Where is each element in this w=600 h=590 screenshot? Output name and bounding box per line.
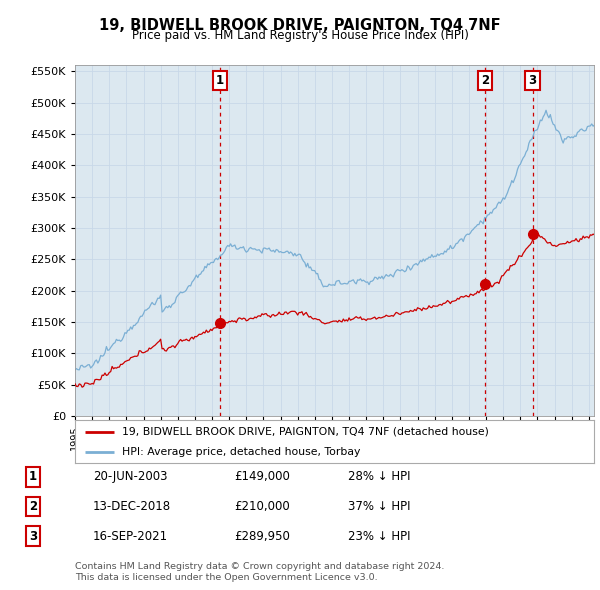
Text: 2: 2: [29, 500, 37, 513]
Text: HPI: Average price, detached house, Torbay: HPI: Average price, detached house, Torb…: [122, 447, 360, 457]
Text: 3: 3: [29, 530, 37, 543]
Text: £210,000: £210,000: [234, 500, 290, 513]
Text: 3: 3: [529, 74, 536, 87]
Text: 28% ↓ HPI: 28% ↓ HPI: [348, 470, 410, 483]
Text: 16-SEP-2021: 16-SEP-2021: [93, 530, 168, 543]
Text: 1: 1: [29, 470, 37, 483]
Text: 37% ↓ HPI: 37% ↓ HPI: [348, 500, 410, 513]
Text: 2: 2: [481, 74, 489, 87]
Text: This data is licensed under the Open Government Licence v3.0.: This data is licensed under the Open Gov…: [75, 573, 377, 582]
Text: 23% ↓ HPI: 23% ↓ HPI: [348, 530, 410, 543]
Text: 19, BIDWELL BROOK DRIVE, PAIGNTON, TQ4 7NF: 19, BIDWELL BROOK DRIVE, PAIGNTON, TQ4 7…: [99, 18, 501, 32]
Text: Price paid vs. HM Land Registry's House Price Index (HPI): Price paid vs. HM Land Registry's House …: [131, 30, 469, 42]
Text: Contains HM Land Registry data © Crown copyright and database right 2024.: Contains HM Land Registry data © Crown c…: [75, 562, 445, 571]
Text: 13-DEC-2018: 13-DEC-2018: [93, 500, 171, 513]
Text: 1: 1: [216, 74, 224, 87]
Text: 20-JUN-2003: 20-JUN-2003: [93, 470, 167, 483]
Text: £289,950: £289,950: [234, 530, 290, 543]
Text: 19, BIDWELL BROOK DRIVE, PAIGNTON, TQ4 7NF (detached house): 19, BIDWELL BROOK DRIVE, PAIGNTON, TQ4 7…: [122, 427, 488, 437]
Text: £149,000: £149,000: [234, 470, 290, 483]
